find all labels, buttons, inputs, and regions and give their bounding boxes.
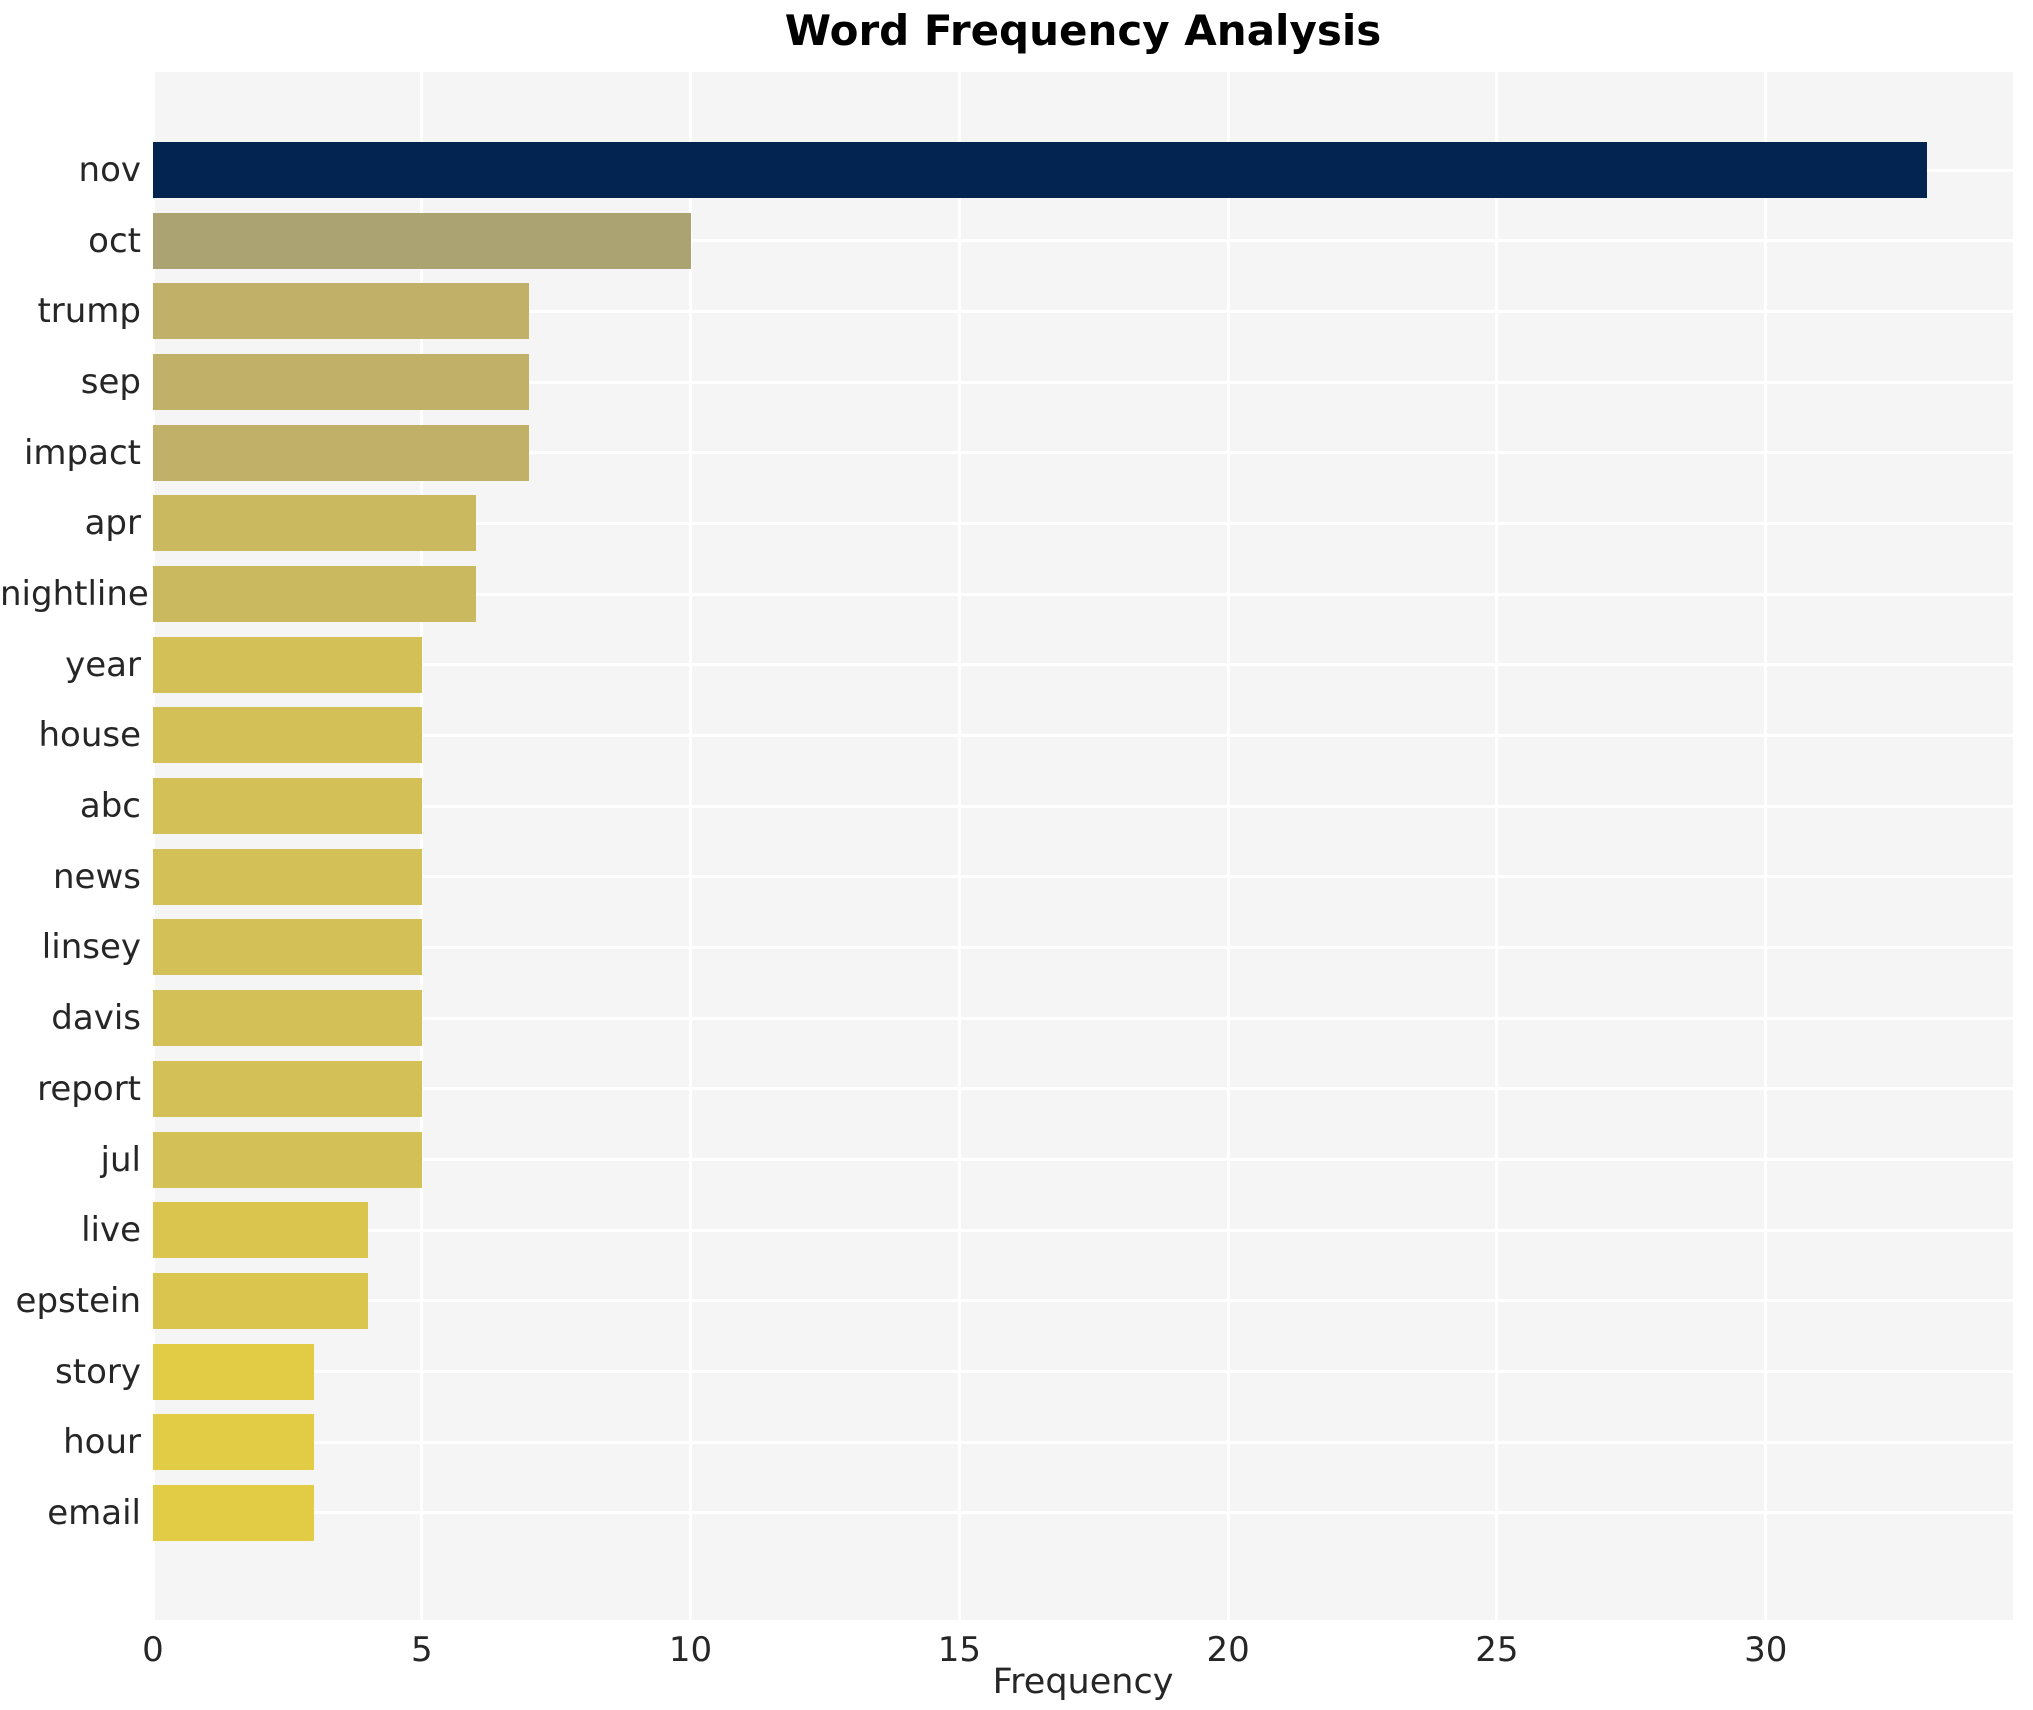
- bar-email: [153, 1484, 315, 1541]
- gridline-horizontal-email: [153, 1511, 2013, 1515]
- bar-apr: [153, 495, 476, 552]
- x-tick-label-10: 10: [668, 1630, 713, 1670]
- bar-nov: [153, 142, 1927, 198]
- gridline-horizontal-hour: [153, 1440, 2013, 1444]
- gridline-horizontal-trump: [153, 309, 2013, 313]
- bar-nightline: [153, 566, 476, 623]
- bar-impact: [153, 424, 530, 481]
- x-axis-label: Frequency: [992, 1662, 1174, 1702]
- plot-area: [151, 72, 2013, 1620]
- gridline-vertical-0: [151, 72, 155, 1620]
- x-tick-label-20: 20: [1206, 1630, 1250, 1670]
- gridline-horizontal-year: [153, 663, 2013, 667]
- x-tick-label-30: 30: [1744, 1630, 1788, 1670]
- chart-title: Word Frequency Analysis: [784, 6, 1382, 55]
- bar-news: [153, 848, 422, 905]
- bar-sep: [153, 354, 530, 411]
- gridline-horizontal-sep: [153, 380, 2013, 384]
- gridline-horizontal-abc: [153, 804, 2013, 808]
- gridline-horizontal-epstein: [153, 1299, 2013, 1303]
- y-tick-label-impact: impact: [23, 432, 141, 473]
- gridline-horizontal-apr: [153, 521, 2013, 525]
- gridline-horizontal-live: [153, 1228, 2013, 1232]
- y-tick-label-epstein: epstein: [15, 1280, 141, 1321]
- bar-house: [153, 707, 422, 764]
- x-tick-label-5: 5: [410, 1630, 433, 1670]
- y-tick-label-report: report: [37, 1068, 141, 1109]
- bar-hour: [153, 1414, 315, 1471]
- y-tick-label-email: email: [47, 1492, 141, 1533]
- x-tick-label-15: 15: [937, 1630, 981, 1670]
- gridline-vertical-10: [689, 72, 693, 1620]
- bar-oct: [153, 212, 691, 269]
- gridline-horizontal-impact: [153, 451, 2013, 455]
- gridline-horizontal-linsey: [153, 945, 2013, 949]
- y-tick-label-house: house: [38, 715, 141, 756]
- gridline-horizontal-nightline: [153, 592, 2013, 596]
- bar-davis: [153, 990, 422, 1047]
- bar-story: [153, 1343, 315, 1400]
- y-tick-label-apr: apr: [84, 503, 141, 544]
- gridline-vertical-15: [957, 72, 961, 1620]
- x-tick-label-25: 25: [1475, 1630, 1519, 1670]
- y-tick-label-sep: sep: [80, 362, 141, 403]
- y-tick-label-abc: abc: [79, 786, 141, 827]
- bar-live: [153, 1202, 369, 1259]
- y-tick-label-linsey: linsey: [41, 927, 141, 968]
- gridline-horizontal-house: [153, 733, 2013, 737]
- bar-epstein: [153, 1272, 369, 1329]
- y-tick-label-davis: davis: [51, 998, 141, 1039]
- bar-year: [153, 636, 422, 693]
- y-tick-label-hour: hour: [63, 1422, 141, 1463]
- gridline-horizontal-story: [153, 1370, 2013, 1374]
- y-tick-label-story: story: [55, 1351, 141, 1392]
- gridline-horizontal-jul: [153, 1158, 2013, 1162]
- gridline-horizontal-davis: [153, 1016, 2013, 1020]
- y-tick-label-live: live: [81, 1210, 141, 1251]
- gridline-horizontal-report: [153, 1087, 2013, 1091]
- x-tick-label-0: 0: [142, 1630, 164, 1670]
- y-tick-label-news: news: [53, 856, 141, 897]
- y-tick-label-nov: nov: [78, 150, 141, 190]
- bar-trump: [153, 283, 530, 340]
- y-tick-label-jul: jul: [100, 1139, 141, 1180]
- bar-linsey: [153, 919, 422, 976]
- gridline-vertical-30: [1764, 72, 1768, 1620]
- bar-abc: [153, 778, 422, 835]
- gridline-horizontal-oct: [153, 239, 2013, 243]
- bar-jul: [153, 1131, 422, 1188]
- gridline-vertical-5: [420, 72, 424, 1620]
- y-tick-label-trump: trump: [37, 291, 141, 332]
- gridline-vertical-25: [1495, 72, 1499, 1620]
- y-tick-label-oct: oct: [88, 220, 141, 261]
- y-tick-label-nightline: nightline: [0, 574, 149, 615]
- y-tick-label-year: year: [65, 644, 141, 685]
- gridline-vertical-20: [1226, 72, 1230, 1620]
- bar-report: [153, 1060, 422, 1117]
- gridline-horizontal-news: [153, 875, 2013, 879]
